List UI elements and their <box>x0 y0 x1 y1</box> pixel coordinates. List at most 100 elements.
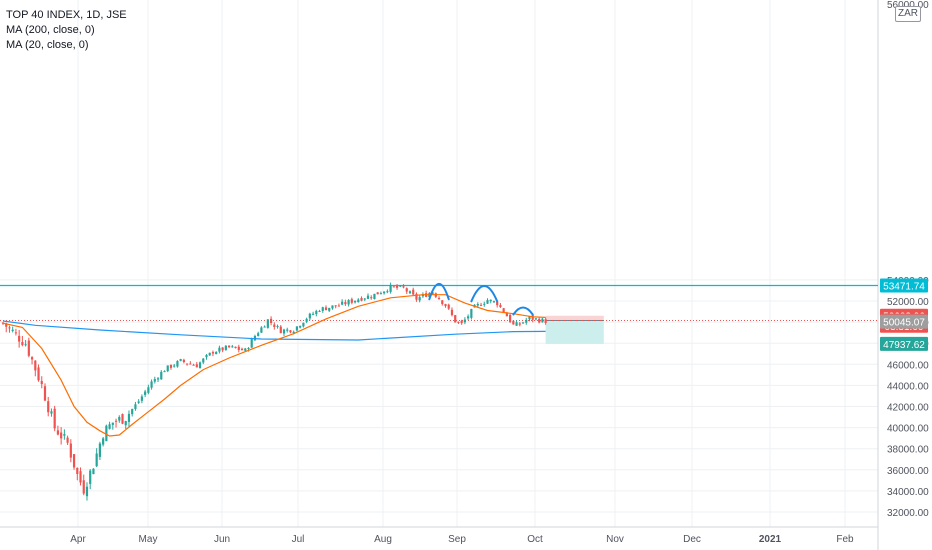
candle-body <box>463 319 466 323</box>
candle-body <box>202 358 205 363</box>
candle-body <box>60 432 63 439</box>
candle-body <box>502 308 505 313</box>
candle-body <box>231 346 234 348</box>
take-profit-zone <box>545 320 604 344</box>
candle-body <box>111 422 114 425</box>
candle-body <box>160 371 163 380</box>
price-label-bg <box>880 336 928 351</box>
candle-body <box>228 345 231 348</box>
symbol-title[interactable]: TOP 40 INDEX, 1D, JSE <box>6 9 127 21</box>
candle-body <box>470 309 473 318</box>
candle-body <box>127 413 131 422</box>
candle-body <box>366 295 370 299</box>
candle-body <box>169 364 173 368</box>
candle-body <box>260 327 263 333</box>
candle-body <box>47 401 50 413</box>
candle-body <box>79 471 82 483</box>
candle-body <box>308 313 311 319</box>
candle-body <box>221 347 224 351</box>
candle-body <box>492 301 496 303</box>
candle-body <box>240 348 244 351</box>
currency-badge[interactable]: ZAR <box>895 6 921 22</box>
candle-body <box>43 386 47 401</box>
candle-body <box>479 304 483 306</box>
candle-body <box>499 305 502 308</box>
candle-body <box>179 359 182 361</box>
y-tick-label: 44000.00 <box>887 381 929 392</box>
candle-body <box>186 363 189 365</box>
candle-body <box>140 396 143 401</box>
candle-body <box>105 425 108 442</box>
candle-body <box>302 322 305 327</box>
candle-body <box>505 313 508 317</box>
y-tick-label-top: 56000.00 <box>887 0 929 11</box>
y-tick-label: 40000.00 <box>887 424 929 435</box>
candle-body <box>208 352 211 356</box>
candle-body <box>347 300 350 305</box>
candle-body <box>237 346 240 350</box>
candle-body <box>386 291 389 293</box>
y-tick-label: 52000.00 <box>887 297 929 308</box>
pattern-arc <box>470 285 499 303</box>
candle-body <box>395 285 399 288</box>
candle-body <box>176 361 179 367</box>
candle-body <box>292 331 295 334</box>
candle-body <box>211 352 215 354</box>
price-label-horizontal-line: 53471.74 <box>883 281 925 292</box>
candle-body <box>334 305 337 307</box>
candle-body <box>370 297 373 299</box>
candle-body <box>173 365 176 367</box>
ma20-line <box>2 294 546 437</box>
candle-body <box>224 345 227 350</box>
candle-body <box>344 302 347 305</box>
candle-body <box>266 319 269 328</box>
candle-body <box>454 315 457 323</box>
ma200-legend[interactable]: MA (200, close, 0) <box>6 24 95 36</box>
candle-body <box>263 326 266 328</box>
candle-body <box>257 333 260 336</box>
candle-body <box>353 300 357 303</box>
candle-body <box>483 303 486 305</box>
candle-body <box>538 318 541 323</box>
candle-body <box>69 443 72 458</box>
candle-body <box>1 322 5 324</box>
candle-body <box>82 480 85 494</box>
candle-body <box>337 305 341 307</box>
candle-body <box>418 297 421 301</box>
candle-body <box>324 307 328 311</box>
candle-body <box>192 364 195 366</box>
candle-body <box>189 363 192 365</box>
candle-body <box>147 387 150 393</box>
candle-body <box>392 286 395 288</box>
candle-body <box>102 438 105 445</box>
candle-body <box>163 371 166 373</box>
candle-body <box>373 293 376 300</box>
candle-body <box>215 351 218 355</box>
y-tick-label: 32000.00 <box>887 508 929 519</box>
x-tick-label: Feb <box>836 534 854 545</box>
ma20-legend[interactable]: MA (20, close, 0) <box>6 39 89 51</box>
candle-body <box>118 416 121 421</box>
candle-body <box>441 300 444 305</box>
candle-body <box>282 329 286 334</box>
candle-body <box>5 323 8 327</box>
candle-body <box>476 303 479 306</box>
y-tick-label: 38000.00 <box>887 445 929 456</box>
candle-body <box>447 304 450 309</box>
candle-body <box>402 286 405 288</box>
candle-body <box>460 320 463 324</box>
candle-body <box>89 470 92 484</box>
candle-body <box>134 404 137 409</box>
candle-body <box>341 301 344 305</box>
candle-body <box>286 329 289 331</box>
candle-body <box>544 319 547 323</box>
candle-body <box>66 437 69 443</box>
candle-body <box>56 430 60 435</box>
price-label-bg <box>880 278 928 293</box>
candle-body <box>14 332 18 334</box>
candle-body <box>518 323 521 325</box>
candle-body <box>150 381 153 388</box>
x-tick-label: Nov <box>606 534 624 545</box>
candle-body <box>205 355 208 358</box>
